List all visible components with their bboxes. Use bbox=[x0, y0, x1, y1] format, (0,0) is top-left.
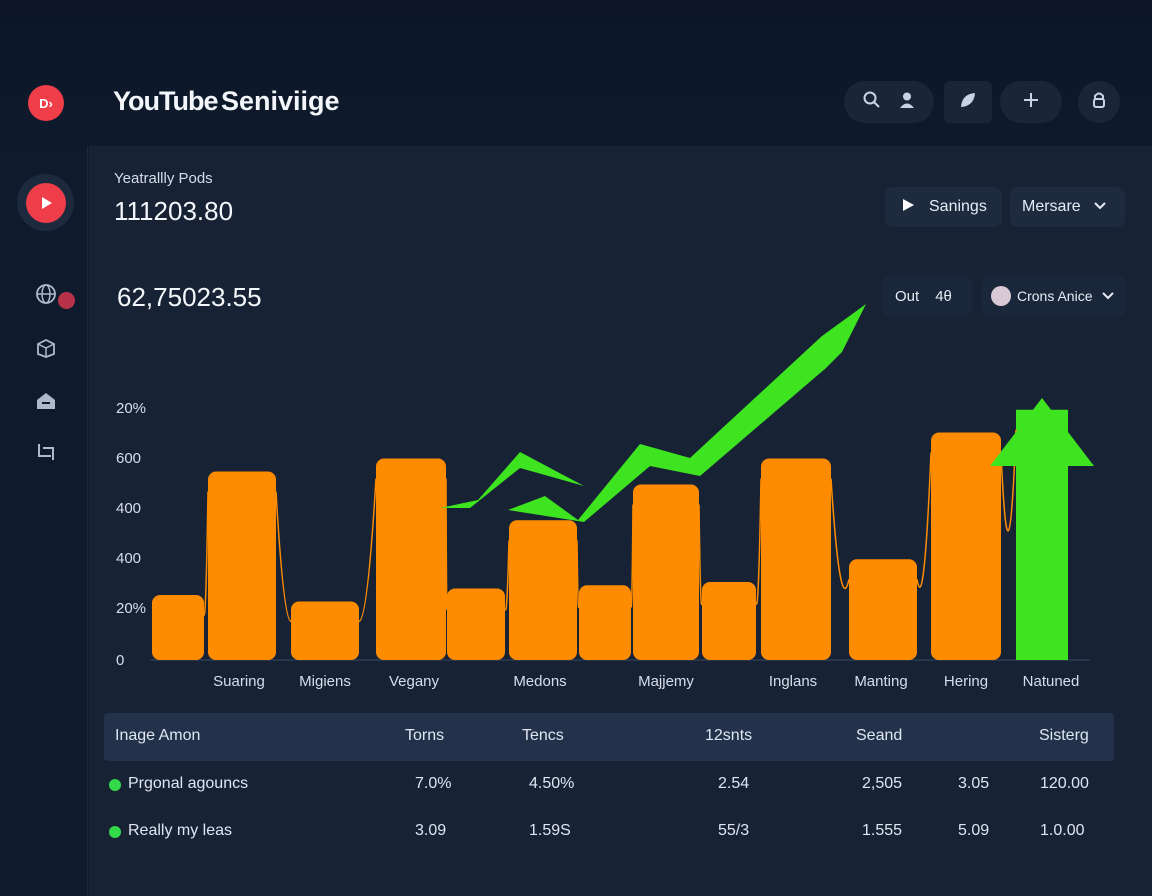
play-icon bbox=[25, 182, 66, 223]
chevron-down-icon bbox=[1093, 198, 1107, 216]
sidebar-item-play[interactable] bbox=[17, 174, 74, 231]
table-row-name: Prgonal agouncs bbox=[128, 775, 249, 792]
table-row-name: Really my leas bbox=[128, 822, 233, 839]
plus-icon bbox=[1021, 90, 1041, 115]
sidebar-item-globe[interactable] bbox=[33, 283, 59, 309]
page-title: Seniviige bbox=[221, 86, 340, 116]
table-cell: 2.54 bbox=[718, 775, 750, 792]
globe-icon bbox=[35, 283, 57, 310]
brand-logo-text: D› bbox=[39, 95, 53, 111]
cross-dropdown[interactable]: Crons Anice bbox=[981, 276, 1126, 316]
brand-logo[interactable]: D› bbox=[28, 85, 64, 121]
sidebar bbox=[0, 146, 88, 896]
stat-secondary-value: 62,75023.55 bbox=[117, 282, 262, 312]
table-cell: 1.0.00 bbox=[1040, 822, 1085, 839]
notification-dot bbox=[58, 292, 75, 309]
chevron-down-icon bbox=[1101, 288, 1115, 304]
table-cell: 2,505 bbox=[862, 775, 903, 792]
crop-icon bbox=[35, 441, 57, 468]
measure-dropdown[interactable]: Mersare bbox=[1010, 187, 1125, 227]
table-cell: 5.09 bbox=[958, 822, 990, 839]
out-value: 4θ bbox=[935, 287, 952, 305]
table-cell: 55/3 bbox=[718, 822, 750, 839]
user-icon[interactable] bbox=[897, 90, 917, 115]
add-button[interactable] bbox=[1000, 81, 1062, 123]
table-cell: 4.50% bbox=[529, 775, 575, 792]
out-filter[interactable]: Out 4θ bbox=[882, 276, 972, 316]
savings-button-label: Sanings bbox=[929, 198, 987, 215]
table-header bbox=[104, 713, 1114, 761]
measure-dropdown-label: Mersare bbox=[1022, 198, 1081, 215]
lock-icon bbox=[1089, 90, 1109, 115]
sidebar-item-home[interactable] bbox=[33, 390, 59, 416]
status-dot bbox=[109, 779, 121, 791]
table-header-cell: Sisterg bbox=[1039, 727, 1089, 744]
play-icon bbox=[901, 198, 915, 217]
avatar bbox=[991, 286, 1011, 306]
table-header-cell: 12snts bbox=[705, 727, 753, 744]
sidebar-item-box[interactable] bbox=[33, 337, 59, 363]
stat-label: Yeatrallly Pods bbox=[114, 170, 213, 187]
stat-value: 111203.80 bbox=[114, 196, 234, 226]
table-cell: 3.05 bbox=[958, 775, 990, 792]
table-cell: 1.59S bbox=[529, 822, 571, 839]
sidebar-item-crop[interactable] bbox=[33, 441, 59, 467]
leaf-icon bbox=[958, 90, 978, 115]
top-bar bbox=[0, 0, 1152, 146]
table-header-cell: Inage Amon bbox=[115, 727, 201, 744]
search-user-group bbox=[844, 81, 934, 123]
table-cell: 7.0% bbox=[415, 775, 452, 792]
out-label: Out bbox=[895, 287, 920, 305]
search-icon[interactable] bbox=[862, 90, 882, 115]
brand-name[interactable]: YouTube bbox=[113, 86, 218, 116]
status-dot bbox=[109, 826, 121, 838]
table-cell: 1.555 bbox=[862, 822, 903, 839]
leaf-button[interactable] bbox=[944, 81, 992, 123]
savings-button[interactable]: Sanings bbox=[885, 187, 1002, 227]
box-icon bbox=[35, 337, 57, 364]
home-icon bbox=[35, 390, 57, 417]
main-panel bbox=[89, 146, 1152, 896]
table-cell: 3.09 bbox=[415, 822, 447, 839]
table-header-cell: Tencs bbox=[522, 727, 564, 744]
table-header-cell: Torns bbox=[405, 727, 445, 744]
table-cell: 120.00 bbox=[1040, 775, 1089, 792]
table-header-cell: Seand bbox=[856, 727, 903, 744]
lock-button[interactable] bbox=[1078, 81, 1120, 123]
cross-dropdown-label: Crons Anice bbox=[1017, 288, 1093, 304]
